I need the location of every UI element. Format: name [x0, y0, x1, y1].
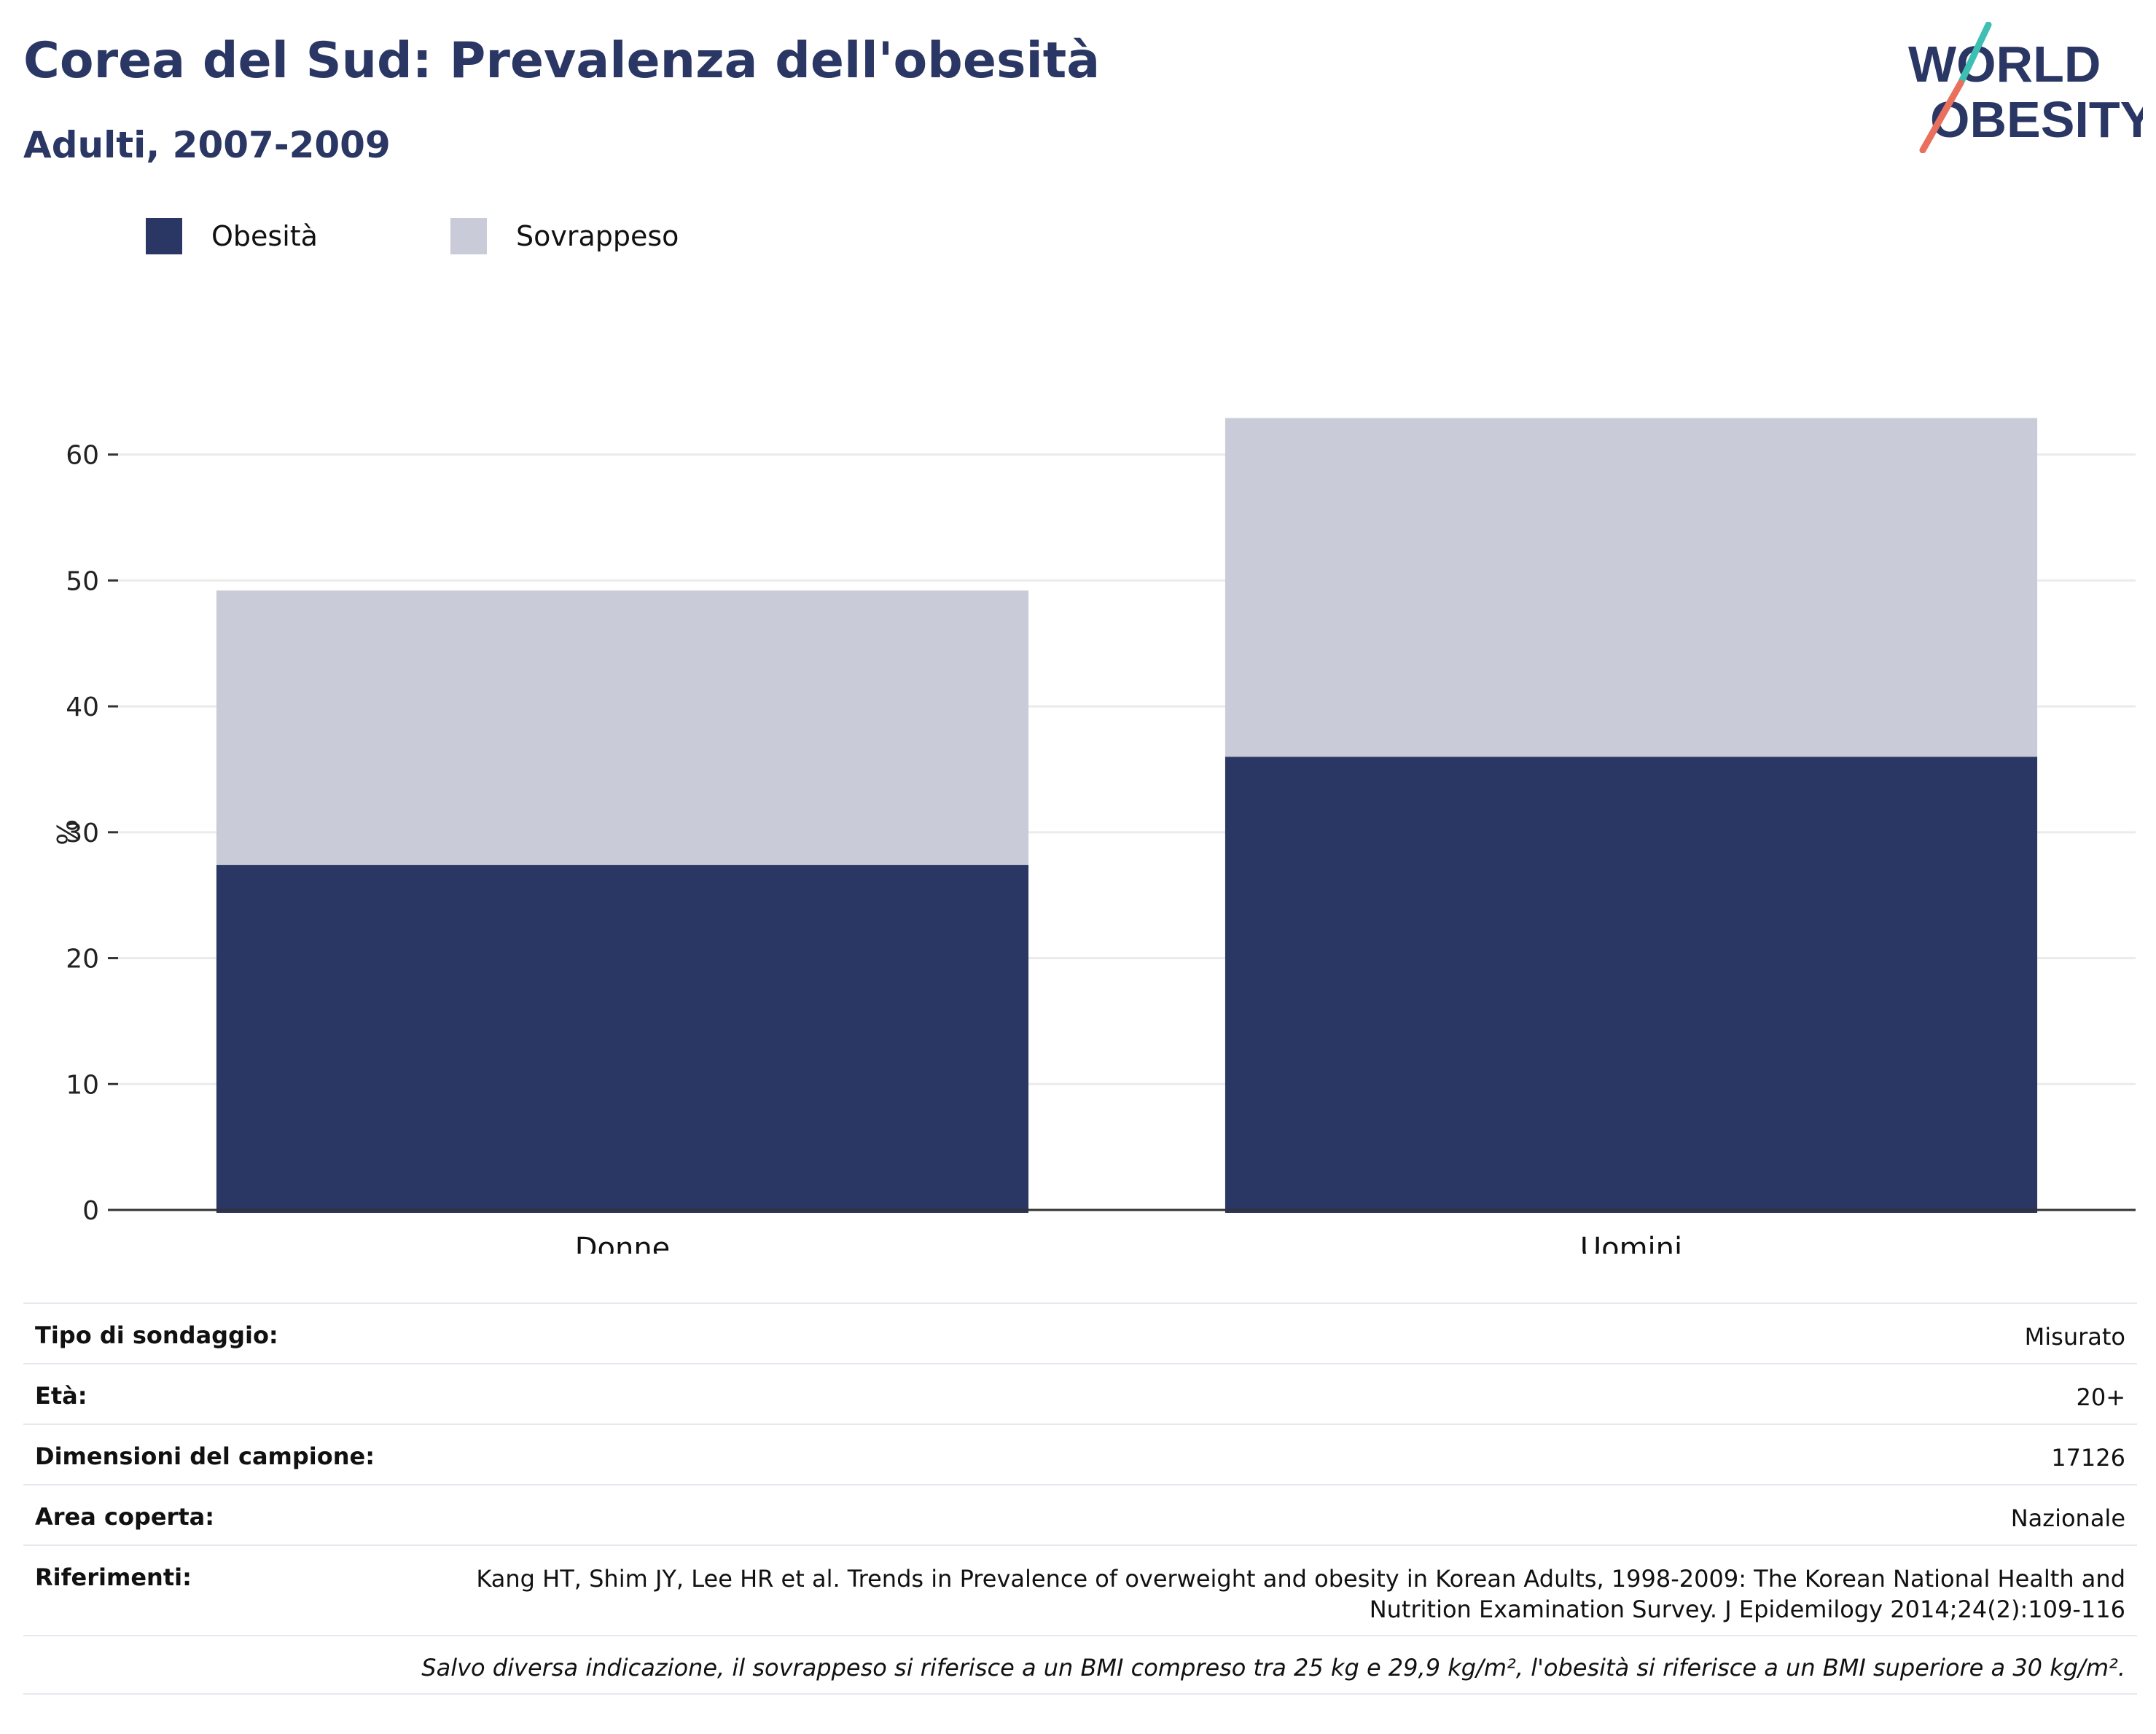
bar-overweight-uomini — [1225, 418, 2038, 757]
y-tick-label: 30 — [66, 819, 99, 848]
info-label: Area coperta: — [35, 1503, 215, 1531]
y-tick-label: 10 — [66, 1070, 99, 1100]
legend-label-overweight: Sovrappeso — [516, 220, 679, 252]
page-subtitle: Adulti, 2007-2009 — [23, 124, 391, 166]
legend-swatch-overweight — [450, 218, 487, 254]
info-value: 17126 — [2051, 1444, 2125, 1472]
y-tick-label: 50 — [66, 566, 99, 596]
info-row-age: Età: 20+ — [23, 1363, 2137, 1423]
info-row-sample-size: Dimensioni del campione: 17126 — [23, 1423, 2137, 1484]
y-axis-label: % — [50, 819, 82, 845]
svg-text:OBESITY: OBESITY — [1930, 91, 2143, 148]
x-tick-label: Donne — [575, 1232, 671, 1254]
info-value: Misurato — [2024, 1323, 2125, 1351]
x-tick-label: Uomini — [1580, 1232, 1682, 1254]
y-tick-label: 20 — [66, 945, 99, 975]
bar-overweight-donne — [216, 590, 1029, 865]
info-label: Età: — [35, 1382, 87, 1410]
legend-item-overweight[interactable]: Sovrappeso — [450, 216, 679, 257]
info-label: Dimensioni del campione: — [35, 1442, 375, 1470]
legend-item-obesity[interactable]: Obesità — [146, 216, 318, 257]
bar-chart: 0 10 20 30 40 50 60% Donne Uomini — [50, 418, 2136, 1254]
page-title: Corea del Sud: Prevalenza dell'obesità — [23, 32, 1101, 90]
info-row-area: Area coperta: Nazionale — [23, 1484, 2137, 1544]
info-row-references: Riferimenti: Kang HT, Shim JY, Lee HR et… — [23, 1544, 2137, 1635]
info-value: Nazionale — [2010, 1504, 2125, 1532]
legend-swatch-obesity — [146, 218, 182, 254]
info-row-survey-type: Tipo di sondaggio: Misurato — [23, 1303, 2137, 1363]
info-label: Riferimenti: — [35, 1563, 192, 1591]
info-label: Tipo di sondaggio: — [35, 1321, 278, 1349]
svg-text:WORLD: WORLD — [1908, 36, 2101, 93]
survey-info-table: Tipo di sondaggio: Misurato Età: 20+ Dim… — [23, 1303, 2137, 1695]
bmi-definition-note: Salvo diversa indicazione, il sovrappeso… — [23, 1635, 2137, 1695]
info-reference-text: Kang HT, Shim JY, Lee HR et al. Trends i… — [476, 1565, 2125, 1623]
y-tick-label: 60 — [66, 441, 99, 471]
bar-obesity-donne — [216, 864, 1029, 1213]
info-value: 20+ — [2076, 1383, 2125, 1411]
y-tick-label: 0 — [82, 1196, 99, 1226]
y-tick-label: 40 — [66, 692, 99, 722]
bar-obesity-uomini — [1225, 757, 2038, 1213]
world-obesity-logo: WORLD OBESITY — [1908, 22, 2143, 153]
legend-label-obesity: Obesità — [211, 220, 318, 252]
